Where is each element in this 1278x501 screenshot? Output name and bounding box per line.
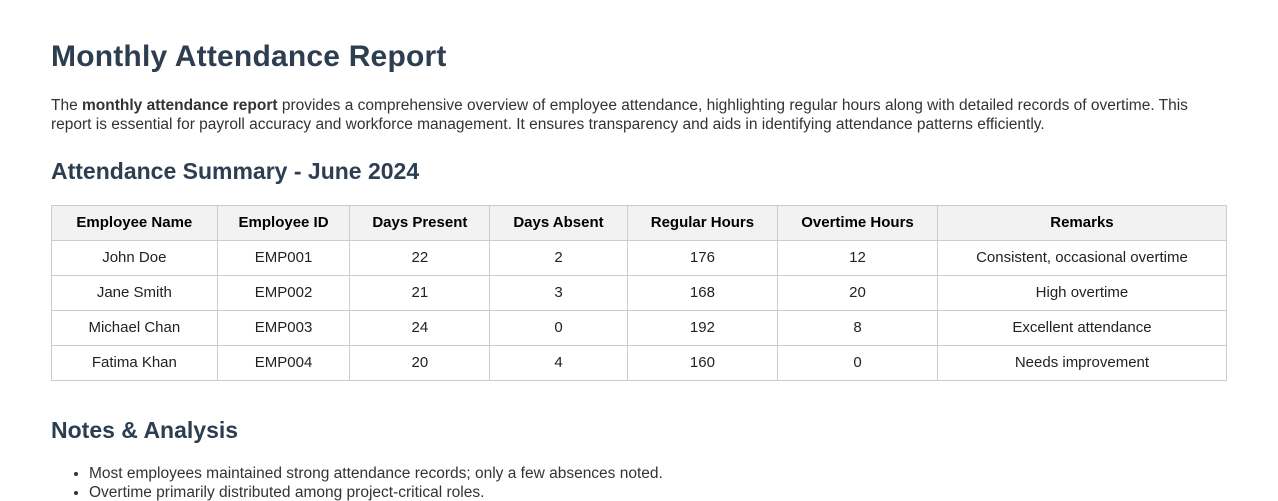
cell-days-absent: 3 [489,275,628,311]
cell-employee-id: EMP001 [216,240,351,276]
table-row: John Doe EMP001 22 2 176 12 Consistent, … [51,240,1228,276]
col-header-regular-hours: Regular Hours [626,205,779,241]
col-header-days-present: Days Present [349,205,491,241]
cell-employee-id: EMP004 [216,345,351,381]
cell-days-present: 21 [349,275,491,311]
intro-lead: The [51,97,83,114]
col-header-days-absent: Days Absent [489,205,628,241]
list-item: Most employees maintained strong attenda… [89,464,1227,483]
col-header-employee-id: Employee ID [216,205,351,241]
cell-remarks: High overtime [936,275,1228,311]
cell-regular-hours: 176 [626,240,779,276]
cell-employee-name: John Doe [51,240,218,276]
page-title: Monthly Attendance Report [51,40,447,73]
attendance-table-body: John Doe EMP001 22 2 176 12 Consistent, … [51,240,1228,381]
cell-employee-name: Michael Chan [51,310,218,346]
cell-days-present: 20 [349,345,491,381]
cell-remarks: Excellent attendance [936,310,1228,346]
header-row: Employee Name Employee ID Days Present D… [51,205,1228,241]
table-row: Michael Chan EMP003 24 0 192 8 Excellent… [51,310,1228,346]
table-row: Jane Smith EMP002 21 3 168 20 High overt… [51,275,1228,311]
list-item: Overtime primarily distributed among pro… [89,483,1227,501]
table-row: Fatima Khan EMP004 20 4 160 0 Needs impr… [51,345,1228,381]
attendance-table-head: Employee Name Employee ID Days Present D… [51,205,1228,241]
attendance-table: Employee Name Employee ID Days Present D… [51,205,1228,381]
cell-employee-id: EMP002 [216,275,351,311]
cell-remarks: Consistent, occasional overtime [936,240,1228,276]
intro-bold-phrase: monthly attendance report [82,97,278,114]
notes-list: Most employees maintained strong attenda… [51,464,1227,501]
cell-regular-hours: 168 [626,275,779,311]
col-header-overtime-hours: Overtime Hours [777,205,938,241]
cell-employee-name: Fatima Khan [51,345,218,381]
cell-days-absent: 0 [489,310,628,346]
notes-analysis-heading: Notes & Analysis [51,417,239,443]
cell-days-absent: 2 [489,240,628,276]
col-header-remarks: Remarks [936,205,1228,241]
cell-overtime-hours: 20 [777,275,938,311]
col-header-employee-name: Employee Name [51,205,218,241]
cell-days-absent: 4 [489,345,628,381]
cell-remarks: Needs improvement [936,345,1228,381]
cell-employee-name: Jane Smith [51,275,218,311]
cell-regular-hours: 192 [626,310,779,346]
intro-rest: provides a comprehensive overview of emp… [51,97,1188,133]
cell-regular-hours: 160 [626,345,779,381]
cell-overtime-hours: 8 [777,310,938,346]
cell-overtime-hours: 12 [777,240,938,276]
cell-employee-id: EMP003 [216,310,351,346]
cell-overtime-hours: 0 [777,345,938,381]
cell-days-present: 22 [349,240,491,276]
intro-paragraph: The monthly attendance report provides a… [51,96,1227,134]
attendance-summary-heading: Attendance Summary - June 2024 [51,158,420,184]
cell-days-present: 24 [349,310,491,346]
